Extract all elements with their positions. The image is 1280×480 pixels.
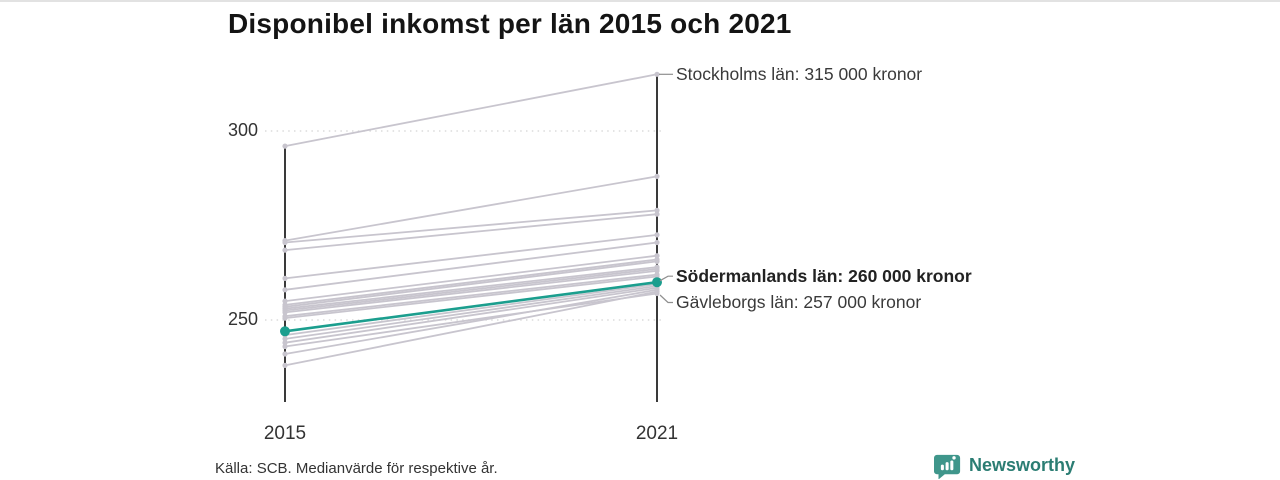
slope-line xyxy=(284,241,658,291)
slope-endpoint xyxy=(282,298,288,304)
slope-endpoint xyxy=(654,258,660,264)
x-axis-tick-2021: 2021 xyxy=(635,423,679,444)
slope-line xyxy=(284,258,658,306)
slope-endpoint xyxy=(654,232,660,238)
slope-line xyxy=(284,260,658,308)
slope-line xyxy=(284,254,658,302)
slope-endpoint xyxy=(282,239,288,246)
annotation-sodermanland: Södermanlands län: 260 000 kronor xyxy=(676,265,972,286)
annotation-gavleborg: Gävleborgs län: 257 000 kronor xyxy=(676,292,922,312)
slope-line xyxy=(284,285,658,340)
slope-endpoint xyxy=(654,268,660,274)
slope-endpoint xyxy=(654,173,660,179)
source-note: Källa: SCB. Medianvärde för respektive å… xyxy=(215,460,498,477)
slope-line xyxy=(284,266,658,310)
slope-endpoint xyxy=(282,247,288,253)
slope-line xyxy=(284,268,658,312)
slope-endpoint xyxy=(282,362,288,368)
highlighted-slope-line xyxy=(284,280,658,333)
x-axis-tick-2015: 2015 xyxy=(263,423,307,444)
slope-endpoint xyxy=(282,143,288,149)
slope-line xyxy=(284,213,658,251)
highlighted-endpoint xyxy=(652,277,662,288)
slope-endpoint xyxy=(282,315,288,321)
slope-line xyxy=(284,275,658,319)
newsworthy-wordmark: Newsworthy xyxy=(969,455,1076,475)
slope-line xyxy=(284,209,658,244)
annotation-connector xyxy=(659,275,673,282)
slope-line xyxy=(284,287,658,344)
slope-line xyxy=(284,273,658,318)
slope-endpoint xyxy=(654,211,660,217)
slope-line xyxy=(284,175,658,242)
newsworthy-bubble-chart-icon xyxy=(934,454,961,479)
slope-endpoint xyxy=(654,290,660,297)
slope-line xyxy=(284,270,658,314)
slope-endpoint xyxy=(654,239,660,246)
slope-endpoint xyxy=(282,351,288,357)
highlighted-endpoint xyxy=(280,326,290,337)
slope-endpoint xyxy=(654,71,660,77)
slope-endpoint xyxy=(282,287,288,293)
slope-endpoint xyxy=(282,275,288,281)
slope-endpoint xyxy=(654,207,660,213)
slope-line xyxy=(284,292,658,348)
slope-endpoint xyxy=(282,343,288,350)
slope-line xyxy=(284,288,658,355)
slope-line xyxy=(284,290,658,367)
slope-line xyxy=(284,73,658,147)
page-title: Disponibel inkomst per län 2015 och 2021 xyxy=(228,8,792,39)
slope-endpoint xyxy=(654,253,660,259)
annotation-stockholm: Stockholms län: 315 000 kronor xyxy=(676,63,923,84)
annotation-connector xyxy=(659,294,673,304)
slope-line xyxy=(284,283,658,336)
slope-endpoint xyxy=(282,340,288,346)
newsworthy-logo[interactable]: Newsworthy xyxy=(934,452,1075,479)
slope-endpoint xyxy=(282,309,288,315)
y-axis-tick-300: 300 xyxy=(227,120,258,140)
y-axis-tick-250: 250 xyxy=(227,309,258,329)
slope-line xyxy=(284,234,658,280)
slope-endpoint xyxy=(282,336,288,342)
